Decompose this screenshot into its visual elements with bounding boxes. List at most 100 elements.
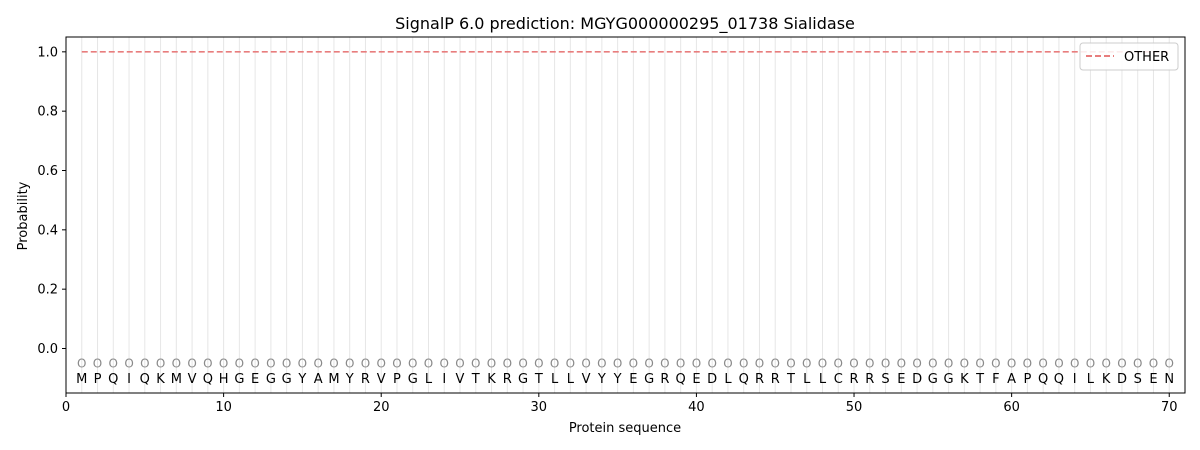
residue-region-label: O [1165,356,1174,370]
x-tick-label: 20 [373,400,390,415]
residue-letter: Q [676,372,686,387]
residue-region-label: O [471,356,480,370]
residue-letter: K [487,372,496,387]
x-tick-label: 60 [1003,400,1020,415]
residue-letter: M [328,372,339,387]
residue-region-label: O [960,356,969,370]
residue-gridlines [81,37,1170,393]
residue-letter: Q [140,372,150,387]
residue-letter: T [534,372,543,387]
x-tick-label: 10 [215,400,232,415]
residue-region-label: O [298,356,307,370]
residue-region-label: O [1149,356,1158,370]
residue-letter: R [755,372,764,387]
residue-region-label: O [1038,356,1047,370]
residue-letter: L [1087,372,1095,387]
residue-region-label: O [755,356,764,370]
residue-letter: G [928,372,938,387]
residue-letter: P [94,372,102,387]
residue-region-label: O [250,356,259,370]
residue-region-label: O [93,356,102,370]
residue-letter: L [803,372,811,387]
residue-region-label: O [707,356,716,370]
x-tick-label: 40 [688,400,705,415]
residue-region-label: O [219,356,228,370]
y-tick-label: 0.2 [37,283,58,298]
residue-letter: N [1164,372,1174,387]
residue-region-label: O [849,356,858,370]
residue-region-label: O [424,356,433,370]
residue-letter: L [551,372,559,387]
residue-region-label: O [786,356,795,370]
residue-letter: I [127,372,131,387]
x-tick-label: 70 [1161,400,1178,415]
residue-letter: P [393,372,401,387]
residue-region-label: O [329,356,338,370]
residue-region-label: O [1054,356,1063,370]
residue-region-label: O [834,356,843,370]
y-axis-label: Probability [16,181,31,250]
x-tick-label: 0 [62,400,70,415]
residue-region-label: O [534,356,543,370]
residue-letter: M [76,372,87,387]
residue-letter: D [912,372,922,387]
residue-letter: E [1149,372,1157,387]
residue-letter: G [234,372,244,387]
residue-letter: T [786,372,795,387]
legend-label-other: OTHER [1124,50,1169,65]
residue-letter: K [1102,372,1111,387]
residue-region-label: O [912,356,921,370]
residue-letter: F [992,372,999,387]
residue-letter: T [975,372,984,387]
residue-region-label: O [408,356,417,370]
residue-region-label: O [77,356,86,370]
residue-region-label: O [313,356,322,370]
residue-letter: S [1134,372,1142,387]
residue-region-label: O [187,356,196,370]
y-tick-label: 1.0 [37,45,58,60]
residue-letter: K [960,372,969,387]
residue-letter: R [503,372,512,387]
residue-region-label: O [1070,356,1079,370]
legend-box [1079,42,1179,71]
residue-letter: Q [1054,372,1064,387]
residue-region-label: O [345,356,354,370]
residue-letter: Q [739,372,749,387]
plot-area-frame [65,36,1186,394]
x-tick-label: 30 [531,400,548,415]
residue-letter: D [707,372,717,387]
residue-letter: T [471,372,480,387]
y-tick-label: 0.8 [37,105,58,120]
residue-region-label: O [518,356,527,370]
residue-letter: V [582,372,591,387]
residue-letter: R [850,372,859,387]
residue-letter: V [188,372,197,387]
residue-region-label: O [692,356,701,370]
residue-letter: I [442,372,446,387]
residue-region-label: O [1007,356,1016,370]
residue-letter: G [282,372,292,387]
residue-region-label: O [818,356,827,370]
legend: OTHER [1079,42,1179,71]
residue-letter: E [692,372,700,387]
residue-letter: R [361,372,370,387]
residue-region-label: O [739,356,748,370]
residue-region-label: O [392,356,401,370]
residue-letter: Y [345,372,354,387]
residue-letter: E [629,372,637,387]
residue-region-label: O [802,356,811,370]
residue-letter: H [219,372,229,387]
y-axis-ticks: 0.0 0.2 0.4 0.6 0.8 1.0 [37,45,66,357]
residue-letter: V [377,372,386,387]
residue-region-label: O [550,356,559,370]
residue-region-label: O [581,356,590,370]
residue-region-label: O [1117,356,1126,370]
residue-letter: L [819,372,827,387]
residue-letter: Q [1038,372,1048,387]
residue-region-label: O [660,356,669,370]
residue-region-label: O [881,356,890,370]
residue-region-label: O [109,356,118,370]
residue-letter: P [1023,372,1031,387]
residue-letter: A [1007,372,1016,387]
